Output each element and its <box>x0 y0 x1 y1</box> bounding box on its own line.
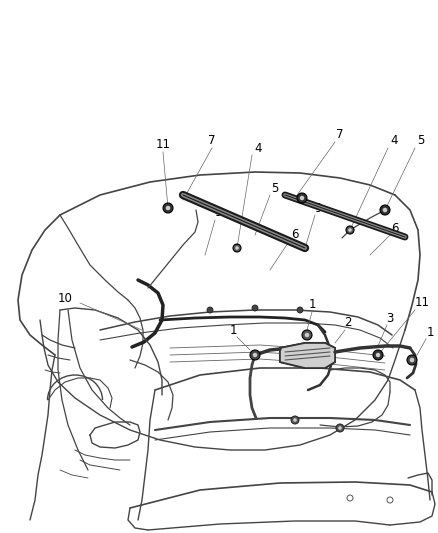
Circle shape <box>348 228 352 232</box>
Text: 1: 1 <box>308 298 316 311</box>
Text: 7: 7 <box>336 128 344 141</box>
Circle shape <box>250 350 260 360</box>
Circle shape <box>207 307 213 313</box>
Text: 6: 6 <box>391 222 399 235</box>
Text: 5: 5 <box>417 134 425 148</box>
Text: 11: 11 <box>414 296 430 310</box>
Circle shape <box>383 208 387 212</box>
Circle shape <box>297 193 307 203</box>
Circle shape <box>253 353 257 357</box>
Text: 10: 10 <box>57 292 72 304</box>
Text: 4: 4 <box>254 141 262 155</box>
Text: 3: 3 <box>386 311 394 325</box>
Text: 5: 5 <box>271 182 279 195</box>
Text: 1: 1 <box>426 326 434 338</box>
Circle shape <box>235 246 239 250</box>
Circle shape <box>252 305 258 311</box>
Text: 9: 9 <box>314 201 322 214</box>
Circle shape <box>163 203 173 213</box>
Circle shape <box>291 416 299 424</box>
Circle shape <box>347 495 353 501</box>
Circle shape <box>297 307 303 313</box>
Text: 6: 6 <box>291 228 299 240</box>
Text: 2: 2 <box>344 317 352 329</box>
Text: 7: 7 <box>208 133 216 147</box>
Circle shape <box>373 350 383 360</box>
Polygon shape <box>280 343 335 368</box>
Circle shape <box>300 196 304 200</box>
Circle shape <box>376 353 380 357</box>
Circle shape <box>166 206 170 210</box>
Text: 9: 9 <box>214 206 222 220</box>
Circle shape <box>305 333 309 337</box>
Text: 11: 11 <box>155 139 170 151</box>
Circle shape <box>380 205 390 215</box>
Circle shape <box>410 358 414 362</box>
Text: 1: 1 <box>229 324 237 336</box>
Circle shape <box>407 355 417 365</box>
Circle shape <box>233 244 241 252</box>
Text: 4: 4 <box>390 134 398 148</box>
Circle shape <box>302 330 312 340</box>
Circle shape <box>336 424 344 432</box>
Circle shape <box>346 226 354 234</box>
Circle shape <box>387 497 393 503</box>
Circle shape <box>338 426 342 430</box>
Circle shape <box>293 418 297 422</box>
